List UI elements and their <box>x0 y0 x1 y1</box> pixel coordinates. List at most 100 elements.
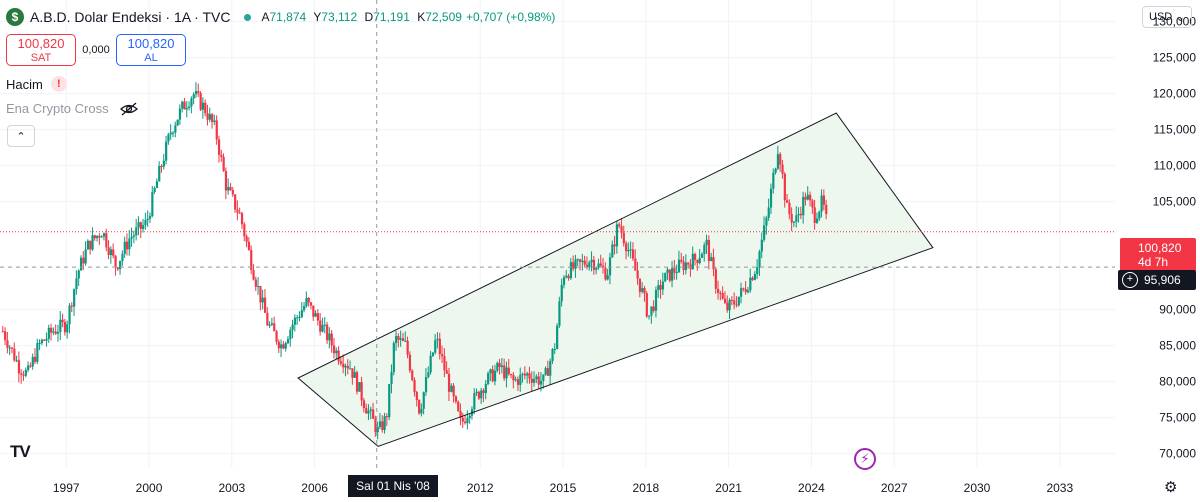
candle-body <box>769 188 773 208</box>
channel-drawing[interactable] <box>297 112 934 447</box>
currency-label: USD <box>1149 11 1173 23</box>
candle-body <box>503 365 506 379</box>
currency-selector[interactable]: USD ⌄ <box>1142 6 1192 28</box>
candle-body <box>374 418 377 433</box>
tradingview-logo-icon[interactable]: TV <box>10 442 31 461</box>
ohlc-open: 71,874 <box>269 10 307 24</box>
gear-icon[interactable]: ⚙ <box>1164 479 1178 496</box>
candle-body <box>758 251 761 268</box>
candle-body <box>643 288 646 294</box>
symbol-header: $ A.B.D. Dolar Endeksi · 1A · TVC A71,87… <box>6 6 555 28</box>
candle-body <box>496 362 499 371</box>
candle-body <box>404 340 407 342</box>
candle-body <box>756 267 759 275</box>
candle-body <box>443 356 446 371</box>
chevron-down-icon: ⌄ <box>1175 11 1185 24</box>
candle-body <box>128 238 131 250</box>
candle-body <box>491 369 494 382</box>
volume-indicator[interactable]: Hacim ! <box>6 76 67 92</box>
candle-body <box>13 348 16 361</box>
candle-body <box>599 263 602 266</box>
candle-body <box>4 331 7 341</box>
candle-body <box>811 200 814 208</box>
y-tick-label: 105,000 <box>1153 195 1197 209</box>
add-alert-plus-icon[interactable]: + <box>1122 272 1138 288</box>
candle-body <box>468 415 471 419</box>
candle-body <box>597 263 600 268</box>
candle-body <box>500 365 504 368</box>
candle-body <box>316 313 320 321</box>
candle-body <box>372 409 375 419</box>
candle-body <box>286 339 290 344</box>
candle-body <box>303 306 306 311</box>
symbol-title[interactable]: A.B.D. Dolar Endeksi · 1A · TVC <box>30 9 231 25</box>
sell-button[interactable]: 100,820 SAT <box>6 34 76 66</box>
candle-body <box>698 257 701 264</box>
candle-body <box>726 302 729 311</box>
eye-hidden-icon[interactable] <box>119 102 139 116</box>
candle-body <box>326 324 329 341</box>
candle-body <box>482 390 485 394</box>
candle-body <box>238 212 241 214</box>
candle-body <box>567 275 570 279</box>
candle-body <box>595 267 598 270</box>
candle-body <box>358 382 361 392</box>
candle-body <box>171 132 175 134</box>
candle-body <box>245 236 248 242</box>
candle-body <box>625 243 628 252</box>
candle-body <box>247 241 251 250</box>
candle-body <box>677 259 681 273</box>
candle-body <box>452 385 455 397</box>
buy-button[interactable]: 100,820 AL <box>116 34 186 66</box>
candle-body <box>521 373 524 375</box>
candle-body <box>795 215 798 222</box>
candle-body <box>155 181 159 188</box>
candle-body <box>17 360 21 374</box>
candle-body <box>510 373 513 376</box>
candle-body <box>107 247 110 255</box>
candle-body <box>91 235 94 250</box>
y-tick-label: 115,000 <box>1154 123 1197 137</box>
candle-body <box>498 362 501 368</box>
candle-body <box>450 385 453 392</box>
candle-body <box>139 222 142 229</box>
candle-body <box>636 270 639 279</box>
candle-body <box>790 213 793 223</box>
crosshair-price-tag[interactable]: + 95,906 <box>1118 270 1196 290</box>
candle-body <box>22 374 25 376</box>
y-tick-label: 85,000 <box>1159 339 1196 353</box>
collapse-legend-button[interactable]: ⌃ <box>7 125 35 147</box>
candle-body <box>197 91 200 94</box>
candle-body <box>273 323 276 332</box>
candle-body <box>332 345 336 354</box>
candle-body <box>93 235 96 239</box>
x-tick-label: 2024 <box>798 481 825 495</box>
crypto-cross-indicator[interactable]: Ena Crypto Cross <box>6 101 139 116</box>
candle-body <box>751 277 754 280</box>
candle-body <box>415 391 418 400</box>
candle-body <box>544 368 547 375</box>
candle-body <box>79 257 83 271</box>
warning-icon[interactable]: ! <box>50 76 67 92</box>
candle-body <box>8 347 11 349</box>
y-tick-label: 70,000 <box>1159 447 1196 461</box>
candle-body <box>201 102 205 110</box>
candle-body <box>424 377 428 393</box>
candle-body <box>73 289 76 307</box>
candle-body <box>760 239 763 252</box>
candle-body <box>181 101 184 109</box>
candle-body <box>194 91 198 95</box>
candle-body <box>774 168 777 173</box>
candle-body <box>339 361 343 364</box>
candle-body <box>183 101 186 110</box>
lightning-icon[interactable]: ⚡ <box>854 448 876 470</box>
candle-body <box>236 209 239 213</box>
candle-body <box>606 275 609 280</box>
candle-body <box>105 233 108 248</box>
candle-body <box>477 391 481 399</box>
ohlc-low-key: D <box>364 10 374 24</box>
candle-body <box>70 305 73 307</box>
candle-body <box>411 370 414 380</box>
candle-body <box>399 338 402 340</box>
